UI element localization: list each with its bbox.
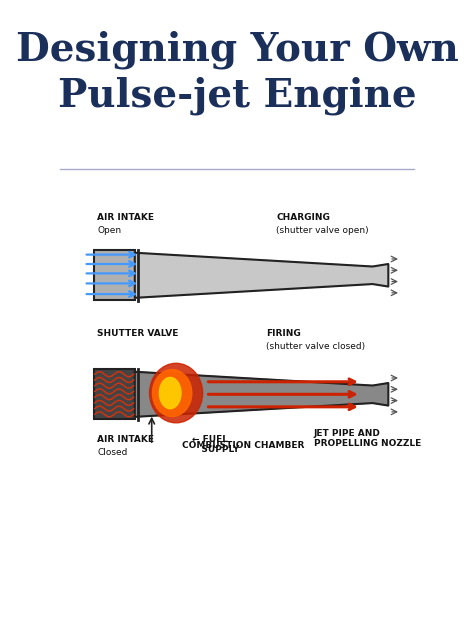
Ellipse shape — [159, 377, 181, 409]
Text: COMBUSTION CHAMBER: COMBUSTION CHAMBER — [182, 441, 304, 450]
Text: ← FUEL
   SUPPLY: ← FUEL SUPPLY — [192, 435, 239, 454]
Text: (shutter valve open): (shutter valve open) — [276, 226, 369, 235]
Text: Open: Open — [98, 226, 122, 235]
Bar — [93, 369, 135, 420]
Text: AIR INTAKE: AIR INTAKE — [98, 213, 155, 222]
Text: AIR INTAKE: AIR INTAKE — [98, 435, 155, 444]
Text: Closed: Closed — [98, 447, 128, 456]
Ellipse shape — [150, 363, 202, 423]
Text: JET PIPE AND
PROPELLING NOZZLE: JET PIPE AND PROPELLING NOZZLE — [314, 428, 421, 448]
Bar — [93, 250, 135, 300]
Text: SHUTTER VALVE: SHUTTER VALVE — [98, 329, 179, 338]
Ellipse shape — [153, 370, 192, 416]
Text: Designing Your Own
Pulse-jet Engine: Designing Your Own Pulse-jet Engine — [16, 31, 458, 116]
Text: FIRING: FIRING — [266, 329, 301, 338]
Polygon shape — [135, 253, 388, 298]
Text: (shutter valve closed): (shutter valve closed) — [266, 342, 365, 351]
Text: CHARGING: CHARGING — [276, 213, 330, 222]
Polygon shape — [135, 372, 388, 417]
